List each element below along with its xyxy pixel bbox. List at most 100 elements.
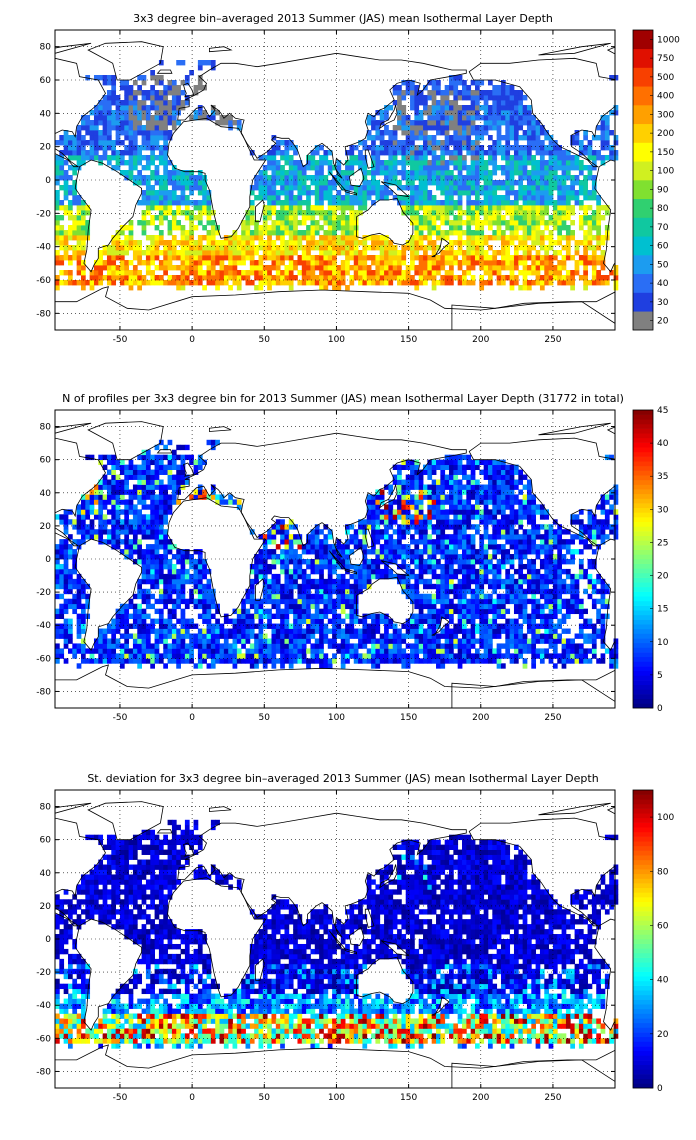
heatmap-cell [297, 603, 303, 610]
heatmap-cell [193, 663, 199, 669]
heatmap-cell [63, 160, 69, 166]
heatmap-cell [609, 150, 614, 156]
heatmap-cell [67, 255, 73, 261]
heatmap-cell [466, 200, 472, 206]
heatmap-cell [362, 260, 368, 266]
heatmap-cell [67, 623, 73, 629]
heatmap-cell [483, 643, 489, 649]
heatmap-cell [202, 583, 207, 590]
heatmap-cell [267, 608, 272, 615]
heatmap-cell [141, 280, 147, 286]
heatmap-cell [310, 633, 316, 639]
coastline [364, 149, 375, 169]
heatmap-cell [487, 185, 493, 191]
heatmap-cell [444, 135, 450, 141]
heatmap-cell [137, 220, 142, 226]
heatmap-cell [336, 270, 342, 276]
heatmap-cell [418, 235, 424, 241]
heatmap-cell [362, 190, 368, 196]
heatmap-cell [457, 608, 463, 615]
heatmap-cell [423, 260, 428, 266]
heatmap-cell [487, 145, 493, 151]
heatmap-cell [392, 265, 398, 271]
heatmap-cell [375, 280, 381, 286]
heatmap-cell [202, 588, 207, 595]
heatmap-cell [102, 653, 108, 659]
heatmap-cell [85, 140, 91, 146]
heatmap-cell [210, 653, 216, 659]
heatmap-cell [535, 628, 541, 634]
heatmap-cell [249, 210, 255, 216]
heatmap-cell [440, 125, 446, 131]
heatmap-cell [418, 180, 424, 186]
heatmap-cell [431, 240, 437, 246]
heatmap-cell [431, 265, 437, 271]
heatmap-cell [297, 643, 303, 649]
heatmap-cell [119, 663, 125, 669]
heatmap-cell [284, 250, 290, 256]
heatmap-cell [275, 190, 281, 196]
heatmap-cell [223, 280, 229, 286]
heatmap-cell [184, 80, 190, 86]
heatmap-cell [414, 588, 420, 595]
heatmap-cell [171, 633, 177, 639]
heatmap-cell [323, 160, 329, 166]
heatmap-cell [548, 240, 554, 246]
heatmap-cell [184, 628, 190, 634]
heatmap-cell [371, 165, 376, 171]
colorbar-frame [632, 29, 654, 331]
heatmap-cell [202, 598, 207, 605]
heatmap-cell [310, 220, 316, 226]
heatmap-cell [423, 125, 428, 131]
heatmap-cell [206, 275, 212, 281]
heatmap-cell [349, 643, 355, 649]
heatmap-cell [340, 608, 346, 615]
heatmap-cell [345, 583, 350, 590]
heatmap-cell [67, 578, 73, 585]
heatmap-cell [197, 583, 203, 590]
heatmap-cell [410, 235, 415, 241]
heatmap-cell [89, 653, 95, 659]
heatmap-cell [457, 593, 463, 600]
heatmap-cell [492, 155, 498, 161]
heatmap-cell [258, 230, 264, 236]
heatmap-cell [444, 250, 450, 256]
heatmap-cell [462, 653, 467, 659]
heatmap-cell [427, 215, 433, 221]
heatmap-cell [128, 85, 134, 91]
heatmap-cell [55, 170, 60, 176]
heatmap-cell [284, 170, 290, 176]
heatmap-cell [561, 648, 567, 654]
heatmap-cell [466, 165, 472, 171]
heatmap-cell [145, 638, 151, 644]
heatmap-cell [171, 658, 177, 664]
heatmap-cell [574, 653, 580, 659]
heatmap-cell [362, 633, 368, 639]
heatmap-cell [158, 175, 164, 181]
heatmap-cell [535, 280, 541, 286]
heatmap-cell [496, 200, 502, 206]
heatmap-cell [483, 658, 489, 664]
heatmap-cell [55, 175, 60, 181]
heatmap-cell [591, 280, 597, 286]
heatmap-cell [128, 603, 134, 610]
heatmap-cell [202, 235, 207, 241]
heatmap-cell [293, 260, 298, 266]
heatmap-cell [111, 265, 117, 271]
heatmap-cell [228, 628, 233, 634]
heatmap-cell [565, 280, 571, 286]
heatmap-cell [470, 215, 476, 221]
heatmap-cell [284, 255, 290, 261]
heatmap-cell [457, 80, 463, 86]
heatmap-cell [427, 220, 433, 226]
heatmap-cell [539, 648, 545, 654]
heatmap-cell [431, 90, 437, 96]
heatmap-cell [72, 185, 78, 191]
heatmap-cell [440, 588, 446, 595]
heatmap-cell [427, 623, 433, 629]
heatmap-cell [150, 100, 155, 106]
heatmap-cell [384, 185, 389, 191]
heatmap-cell [258, 180, 264, 186]
heatmap-cell [102, 265, 108, 271]
heatmap-cell [206, 270, 212, 276]
